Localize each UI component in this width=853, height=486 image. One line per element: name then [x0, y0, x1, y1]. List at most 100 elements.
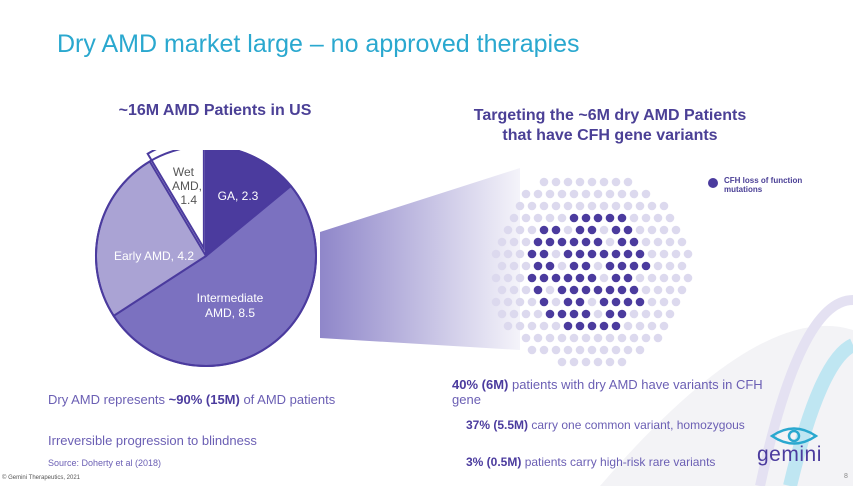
patient-dot	[551, 177, 561, 187]
patient-dot	[593, 309, 603, 319]
cfh-mutation-dot	[557, 237, 567, 247]
cfh-mutation-dot	[635, 297, 645, 307]
patient-dot	[533, 333, 543, 343]
pie-outline	[95, 150, 317, 367]
patient-dot	[521, 237, 531, 247]
patient-dot	[659, 249, 669, 259]
cfh-mutation-dot	[539, 297, 549, 307]
patient-dot	[521, 261, 531, 271]
patient-dot	[641, 285, 651, 295]
patient-dot	[509, 261, 519, 271]
patient-dot	[641, 333, 651, 343]
connector-polygon	[320, 168, 520, 350]
cfh-mutation-dot	[545, 309, 555, 319]
patient-dot	[605, 333, 615, 343]
patient-dot	[497, 261, 507, 271]
dots-group	[491, 177, 693, 367]
cfh-mutation-dot	[539, 225, 549, 235]
patient-dot	[509, 285, 519, 295]
cfh-mutation-dot	[599, 297, 609, 307]
cfh-mutation-dot	[617, 309, 627, 319]
cfh-mutation-dot	[575, 321, 585, 331]
cfh-mutation-dot	[593, 285, 603, 295]
swoosh-teal	[783, 338, 853, 486]
patient-dot	[647, 321, 657, 331]
cfh-mutation-dot	[533, 285, 543, 295]
patient-dot	[551, 297, 561, 307]
patient-dot	[635, 225, 645, 235]
patient-dot	[629, 333, 639, 343]
patient-dot	[557, 261, 567, 271]
right-paragraph-cfh: 40% (6M) patients with dry AMD have vari…	[452, 377, 792, 407]
cfh-mutation-dot	[533, 237, 543, 247]
cfh-mutation-dot	[581, 213, 591, 223]
patient-dot	[569, 333, 579, 343]
patient-dot	[605, 357, 615, 367]
left-p1-suffix: of AMD patients	[239, 392, 336, 407]
patient-dot	[635, 273, 645, 283]
cfh-mutation-dot	[575, 297, 585, 307]
patient-dot	[623, 201, 633, 211]
patient-dot	[503, 297, 513, 307]
right-p1-bold: 40% (6M)	[452, 377, 509, 392]
patient-dot	[599, 177, 609, 187]
patient-dot	[641, 189, 651, 199]
patient-dot	[533, 309, 543, 319]
patient-dot	[647, 273, 657, 283]
cfh-mutation-dot	[575, 249, 585, 259]
cfh-mutation-dot	[539, 249, 549, 259]
patient-dot	[569, 189, 579, 199]
gemini-logo: gemini	[755, 425, 835, 470]
patient-dot	[503, 321, 513, 331]
patient-dot	[587, 201, 597, 211]
patient-dot	[671, 297, 681, 307]
patient-dot	[611, 177, 621, 187]
right-p2-suffix: carry one common variant, homozygous	[528, 418, 745, 432]
patient-dot	[587, 297, 597, 307]
cfh-mutation-dot	[587, 225, 597, 235]
cfh-dot-cluster	[491, 177, 693, 367]
cfh-mutation-dot	[569, 285, 579, 295]
right-heading: Targeting the ~6M dry AMD Patients that …	[440, 106, 780, 146]
patient-dot	[497, 309, 507, 319]
patient-dot	[677, 285, 687, 295]
patient-dot	[521, 333, 531, 343]
patient-dot	[593, 333, 603, 343]
cfh-mutation-dot	[563, 273, 573, 283]
cfh-mutation-dot	[599, 321, 609, 331]
patient-dot	[497, 237, 507, 247]
legend-dot-icon	[708, 178, 718, 188]
patient-dot	[623, 345, 633, 355]
slice-label-intermediate-line2: AMD, 8.5	[205, 306, 255, 320]
left-p1-prefix: Dry AMD represents	[48, 392, 169, 407]
patient-dot	[539, 201, 549, 211]
cfh-mutation-dot	[581, 285, 591, 295]
patient-dot	[509, 309, 519, 319]
patient-dot	[665, 285, 675, 295]
patient-dot	[635, 201, 645, 211]
cfh-mutation-dot	[623, 225, 633, 235]
cfh-mutation-dot	[539, 273, 549, 283]
patient-dot	[497, 285, 507, 295]
cfh-mutation-dot	[617, 237, 627, 247]
patient-dot	[617, 357, 627, 367]
patient-dot	[635, 321, 645, 331]
cfh-mutation-dot	[563, 321, 573, 331]
patient-dot	[575, 345, 585, 355]
cfh-mutation-dot	[623, 273, 633, 283]
patient-dot	[659, 297, 669, 307]
legend-label: CFH loss of function mutations	[724, 176, 803, 194]
patient-dot	[491, 249, 501, 259]
patient-dot	[509, 213, 519, 223]
patient-dot	[557, 333, 567, 343]
patient-dot	[527, 201, 537, 211]
patient-dot	[581, 189, 591, 199]
patient-dot	[653, 333, 663, 343]
patient-dot	[629, 309, 639, 319]
patient-dot	[641, 213, 651, 223]
cfh-mutation-dot	[623, 249, 633, 259]
cfh-mutation-dot	[557, 309, 567, 319]
patient-dot	[659, 225, 669, 235]
swoosh-lavender	[755, 295, 853, 486]
